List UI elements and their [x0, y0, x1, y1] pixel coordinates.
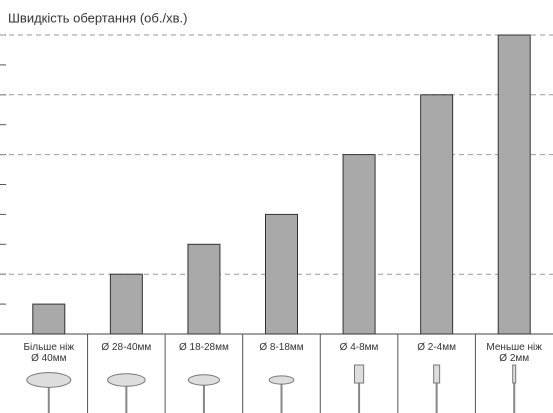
- bar: [497, 34, 531, 335]
- bar: [342, 154, 376, 335]
- tool-head: [268, 375, 295, 385]
- x-tick-label: Ø 18-28мм: [178, 342, 229, 353]
- x-tick-label: Ø 28-40мм: [101, 342, 152, 353]
- bar: [420, 94, 454, 335]
- chart-title: Швидкість обертання (об./хв.): [8, 10, 187, 25]
- tool-head: [353, 364, 365, 384]
- tool-head: [433, 364, 441, 384]
- bar: [265, 213, 298, 335]
- x-tick-label: Більше ніж Ø 40мм: [23, 342, 75, 364]
- tool-head: [26, 372, 72, 388]
- x-tick-label: Ø 8-18мм: [259, 342, 304, 353]
- x-tick-label: Ø 4-8мм: [339, 342, 379, 353]
- bar: [187, 243, 221, 335]
- tool-head: [187, 374, 221, 386]
- tool-head: [512, 364, 517, 384]
- x-tick-label: Ø 2-4мм: [417, 342, 456, 353]
- bar: [32, 303, 66, 335]
- tool-head: [107, 373, 146, 387]
- x-tick-label: Меньше ніж Ø 2мм: [486, 342, 542, 364]
- bar: [109, 273, 143, 335]
